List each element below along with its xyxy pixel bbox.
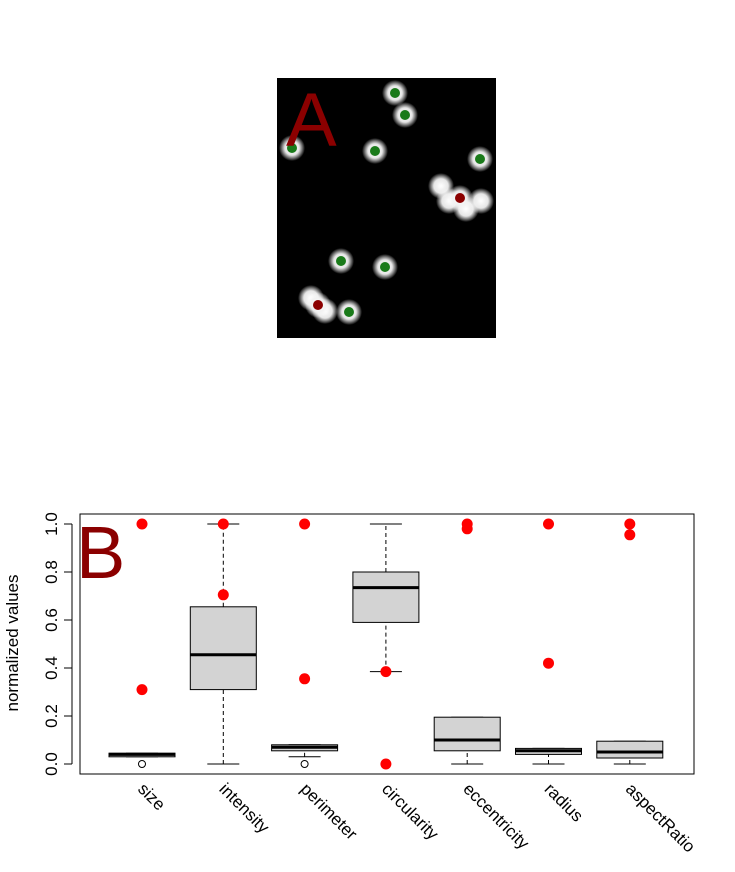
box-iqr: [352, 571, 420, 623]
panel-a: A: [277, 78, 496, 338]
y-tick-label: 0.6: [42, 608, 61, 632]
highlighted-point-aspectRatio: [624, 518, 636, 530]
cell-layer: [279, 80, 494, 325]
boxplot-perimeter: [271, 744, 339, 768]
outlier-point: [300, 760, 309, 768]
boxplot-aspectRatio: [596, 740, 664, 765]
boxplot-eccentricity: [433, 716, 501, 765]
y-axis-title: normalized values: [3, 574, 22, 711]
rejected-cell-marker: [455, 193, 465, 203]
accepted-cell-marker: [287, 143, 297, 153]
highlighted-point-intensity: [217, 589, 229, 601]
y-tick-label: 1.0: [42, 512, 61, 536]
highlighted-point-perimeter: [299, 518, 311, 530]
accepted-cell-marker: [475, 154, 485, 164]
boxplot-size: [108, 752, 176, 768]
highlighted-point-circularity: [380, 758, 392, 770]
x-tick-label: size: [134, 779, 169, 814]
x-tick-label: circularity: [378, 779, 443, 844]
outlier-point: [138, 760, 146, 768]
accepted-cell-marker: [370, 146, 380, 156]
y-tick-label: 0.4: [42, 656, 61, 680]
y-tick-label: 0.8: [42, 560, 61, 584]
accepted-cell-marker: [380, 262, 390, 272]
plot-frame: [79, 513, 695, 775]
highlighted-point-radius: [543, 518, 554, 530]
y-tick-label: 0.2: [42, 704, 61, 728]
panel-label-a: A: [286, 78, 337, 163]
highlighted-points: [136, 518, 636, 770]
highlighted-point-size: [136, 518, 148, 530]
highlighted-point-radius: [543, 657, 554, 669]
accepted-cell-marker: [344, 307, 354, 317]
box-iqr: [433, 716, 501, 752]
rejected-cell-marker: [313, 300, 323, 310]
y-tick-label: 0.0: [42, 752, 61, 776]
highlighted-point-circularity: [380, 666, 392, 678]
x-tick-label: eccentricity: [459, 779, 533, 853]
y-axis: 0.0 0.2 0.4 0.6 0.8 1.0: [42, 512, 73, 776]
highlighted-point-aspectRatio: [624, 529, 636, 541]
x-axis-labels: size intensity perimeter circularity eccentr…: [134, 779, 699, 856]
x-tick-label: radius: [541, 779, 587, 825]
box-iqr: [189, 606, 257, 691]
panel-label-b: B: [76, 511, 125, 594]
accepted-cell-marker: [390, 88, 400, 98]
panel-b: 0.0 0.2 0.4 0.6 0.8 1.0 normalized values siz…: [3, 511, 699, 856]
highlighted-point-intensity: [217, 518, 229, 530]
cell-glow: [468, 188, 494, 214]
boxplot-radius: [515, 747, 582, 765]
boxplots: [108, 523, 664, 768]
x-tick-label: intensity: [215, 779, 273, 837]
highlighted-point-eccentricity: [461, 523, 473, 535]
x-tick-label: aspectRatio: [622, 779, 699, 856]
box-iqr: [596, 740, 664, 759]
highlighted-point-size: [136, 684, 148, 696]
accepted-cell-marker: [336, 256, 346, 266]
accepted-cell-marker: [400, 110, 410, 120]
x-tick-label: perimeter: [297, 779, 361, 843]
boxplot-intensity: [189, 523, 257, 765]
boxplot-circularity: [352, 523, 420, 673]
highlighted-point-perimeter: [299, 673, 311, 685]
